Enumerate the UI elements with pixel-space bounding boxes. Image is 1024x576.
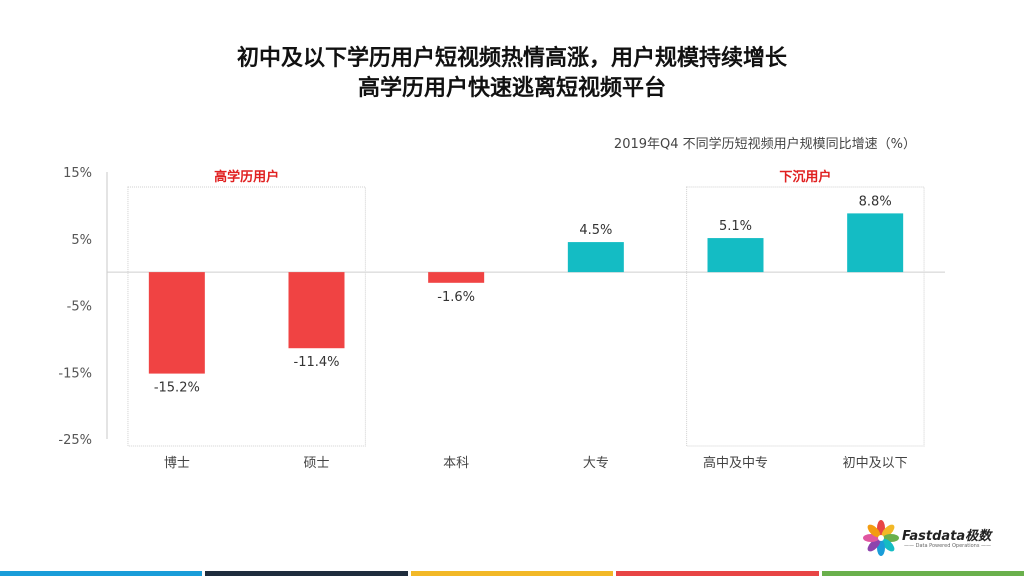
footer-stripe bbox=[0, 571, 203, 576]
page-title: 初中及以下学历用户短视频热情高涨，用户规模持续增长 高学历用户快速逃离短视频平台 bbox=[0, 44, 1024, 104]
x-tick-label: 硕士 bbox=[303, 456, 329, 471]
data-label: 8.8% bbox=[859, 194, 892, 209]
footer-stripes bbox=[0, 571, 1024, 576]
group-label: 高学历用户 bbox=[214, 169, 279, 185]
y-tick-label: -15% bbox=[58, 366, 92, 381]
y-tick-label: -25% bbox=[58, 433, 92, 448]
chart-caption: 2019年Q4 不同学历短视频用户规模同比增速（%） bbox=[613, 137, 916, 152]
group-box bbox=[127, 186, 366, 447]
x-tick-label: 博士 bbox=[164, 456, 190, 471]
flower-logo-icon bbox=[863, 520, 899, 556]
fastdata-logo: Fastdata极数 —— Data Powered Operations —— bbox=[862, 519, 992, 559]
bar bbox=[847, 213, 904, 273]
footer-stripe bbox=[821, 571, 1024, 576]
data-label: 5.1% bbox=[719, 219, 752, 234]
data-label: -1.6% bbox=[437, 290, 475, 305]
bar-chart: 15% 5% -5% -15% -25% 高学历用户 下沉用户 -15.2% 博士 -11.4% 硕… bbox=[58, 166, 945, 471]
title-line-1: 初中及以下学历用户短视频热情高涨，用户规模持续增长 bbox=[236, 46, 787, 71]
x-tick-label: 大专 bbox=[583, 456, 609, 471]
bar bbox=[288, 272, 345, 349]
x-tick-label: 初中及以下 bbox=[843, 456, 908, 471]
x-tick-label: 本科 bbox=[443, 456, 469, 471]
y-tick-label: -5% bbox=[67, 300, 92, 315]
footer-stripe bbox=[205, 571, 408, 576]
data-label: 4.5% bbox=[579, 223, 612, 238]
bar bbox=[707, 238, 764, 273]
group-label: 下沉用户 bbox=[779, 169, 831, 185]
bar bbox=[428, 272, 485, 283]
bar bbox=[148, 272, 205, 374]
group-box bbox=[686, 186, 925, 447]
logo-name: Fastdata极数 bbox=[902, 529, 992, 544]
x-tick-label: 高中及中专 bbox=[703, 455, 768, 471]
footer-stripe bbox=[410, 571, 614, 576]
title-line-2: 高学历用户快速逃离短视频平台 bbox=[357, 76, 666, 101]
y-tick-label: 15% bbox=[63, 166, 92, 181]
y-tick-label: 5% bbox=[71, 233, 92, 248]
footer-stripe bbox=[616, 571, 819, 576]
logo-tagline: —— Data Powered Operations —— bbox=[904, 543, 992, 549]
bar bbox=[567, 242, 624, 273]
data-label: -15.2% bbox=[154, 381, 200, 396]
data-label: -11.4% bbox=[294, 355, 340, 370]
